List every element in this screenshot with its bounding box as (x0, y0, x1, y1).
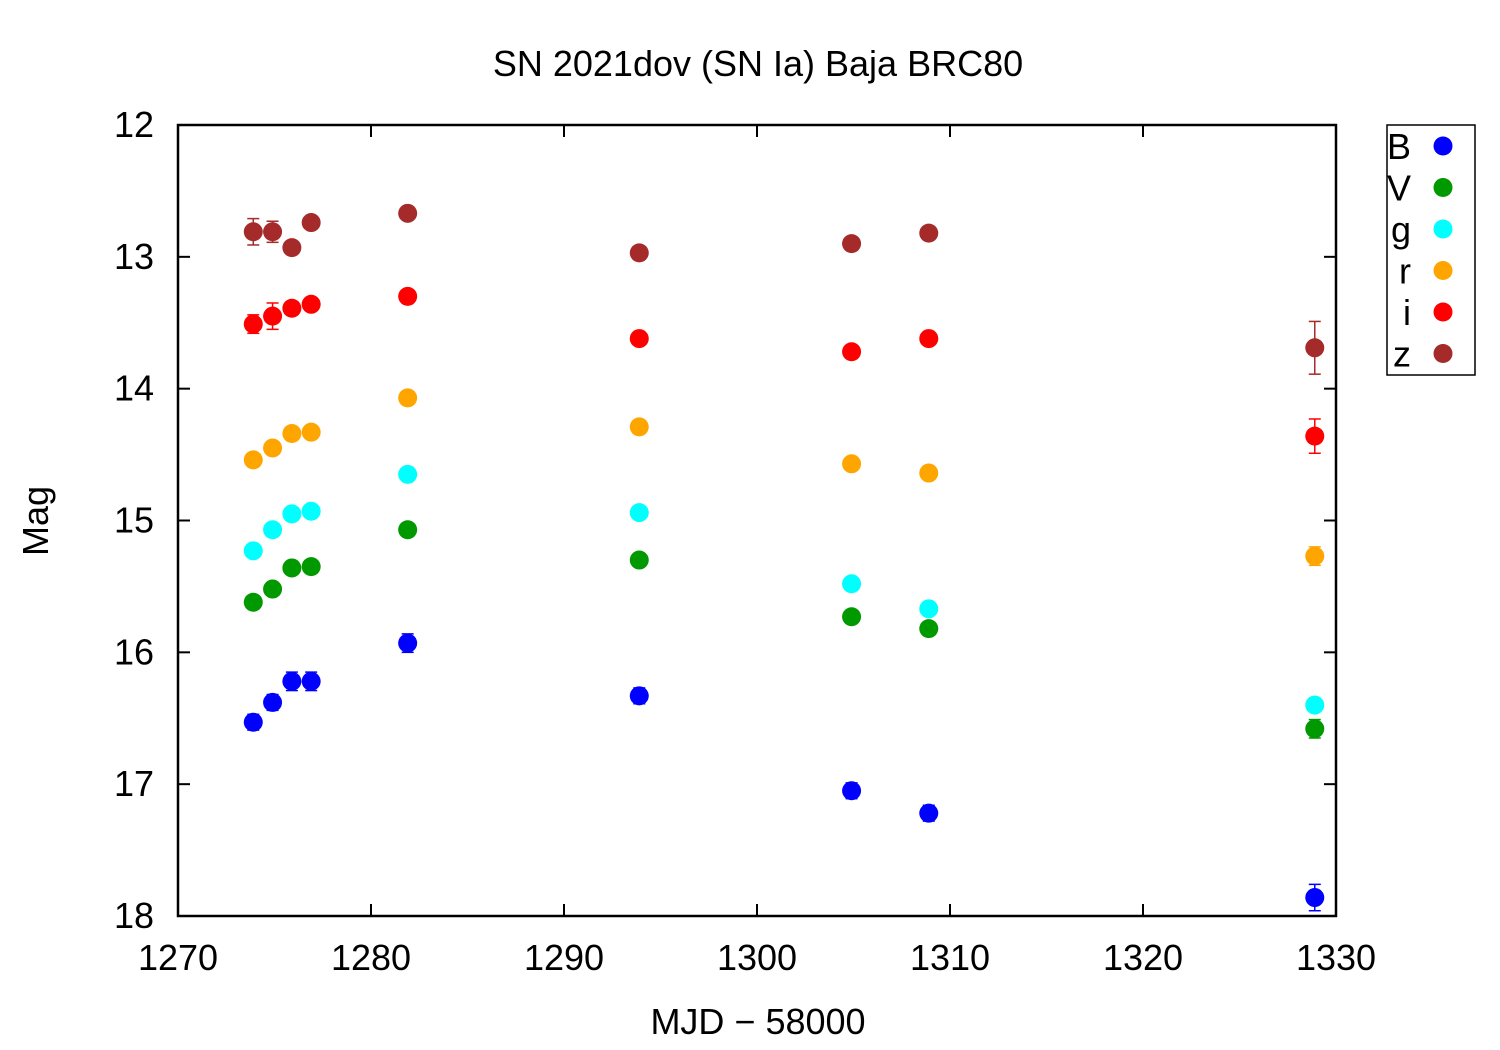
y-tick-label: 16 (114, 631, 154, 672)
data-point-r (629, 417, 649, 437)
data-point-r (842, 454, 862, 474)
data-point-V (282, 558, 302, 578)
x-tick-label: 1320 (1103, 937, 1183, 978)
legend-box (1386, 124, 1476, 376)
data-point-z (243, 222, 263, 242)
series-r (243, 388, 1325, 567)
legend-label: g (1391, 209, 1411, 250)
y-tick-label: 13 (114, 236, 154, 277)
data-point-g (629, 503, 649, 523)
legend-marker (1433, 344, 1453, 363)
data-point-g (1305, 695, 1325, 715)
data-point-B (282, 671, 302, 691)
data-point-r (919, 463, 939, 483)
data-point-z (629, 243, 649, 263)
legend-marker (1433, 261, 1453, 280)
data-point-i (842, 342, 862, 362)
x-axis-label: MJD − 58000 (650, 1001, 865, 1042)
x-tick-label: 1290 (524, 937, 604, 978)
x-tick-label: 1280 (331, 937, 411, 978)
data-point-i (398, 286, 418, 306)
data-point-B (919, 803, 939, 823)
data-point-r (1305, 546, 1325, 566)
data-point-r (282, 423, 302, 443)
x-tick-label: 1330 (1296, 937, 1376, 978)
data-point-V (243, 592, 263, 612)
y-axis-label: Mag (15, 486, 56, 556)
data-point-B (842, 781, 862, 801)
data-point-V (919, 619, 939, 639)
data-point-i (301, 294, 321, 314)
data-point-g (842, 574, 862, 594)
data-point-r (243, 450, 263, 470)
data-point-V (629, 550, 649, 570)
legend-marker (1433, 219, 1453, 239)
legend-label: i (1403, 292, 1411, 333)
data-point-B (301, 671, 321, 691)
legend-marker (1433, 136, 1453, 156)
legend-marker (1433, 302, 1453, 322)
data-point-B (629, 686, 649, 706)
data-point-z (301, 213, 321, 233)
data-point-r (301, 422, 321, 442)
series-B (243, 633, 1325, 912)
data-point-g (243, 541, 263, 561)
series-V (243, 520, 1325, 739)
data-point-z (842, 234, 862, 254)
data-point-r (263, 438, 283, 458)
data-point-B (398, 633, 418, 653)
data-point-V (1305, 719, 1325, 739)
x-tick-label: 1300 (717, 937, 797, 978)
data-point-g (301, 501, 321, 521)
data-point-V (398, 520, 418, 540)
series-i (243, 286, 1325, 455)
series-z (243, 203, 1325, 375)
series-g (243, 464, 1325, 715)
data-point-V (263, 579, 283, 599)
data-point-B (243, 712, 263, 732)
data-point-B (1305, 888, 1325, 908)
legend-label: z (1393, 334, 1411, 375)
y-tick-label: 12 (114, 104, 154, 145)
legend-label: V (1387, 168, 1411, 209)
ticks-layer: 1270 1280 1290 1300 1310 1320 1330 12 13 14 15 16 17… (114, 104, 1376, 978)
data-point-V (301, 557, 321, 577)
data-point-i (263, 306, 283, 326)
x-tick-label: 1310 (910, 937, 990, 978)
data-point-g (263, 520, 283, 540)
data-point-z (398, 203, 418, 223)
legend-label: B (1387, 126, 1411, 167)
data-point-i (1305, 426, 1325, 446)
data-point-i (919, 329, 939, 349)
data-point-z (282, 238, 302, 258)
plot-frame (176, 123, 1338, 918)
data-point-z (919, 223, 939, 243)
y-tick-label: 18 (114, 895, 154, 936)
data-point-z (1305, 338, 1325, 358)
data-point-z (263, 222, 283, 242)
data-point-g (919, 599, 939, 619)
data-point-i (629, 329, 649, 349)
data-point-g (398, 464, 418, 484)
x-tick-label: 1270 (138, 937, 218, 978)
y-tick-label: 17 (114, 763, 154, 804)
data-point-i (282, 298, 302, 318)
y-tick-label: 15 (114, 500, 154, 541)
data-point-B (263, 692, 283, 712)
chart-title: SN 2021dov (SN Ia) Baja BRC80 (493, 43, 1023, 84)
legend-label: r (1399, 251, 1411, 292)
data-point-V (842, 607, 862, 627)
data-point-g (282, 504, 302, 524)
points-layer (243, 203, 1325, 912)
data-point-r (398, 388, 418, 408)
legend-marker (1433, 178, 1453, 197)
y-tick-label: 14 (114, 368, 154, 409)
data-point-i (243, 314, 263, 334)
